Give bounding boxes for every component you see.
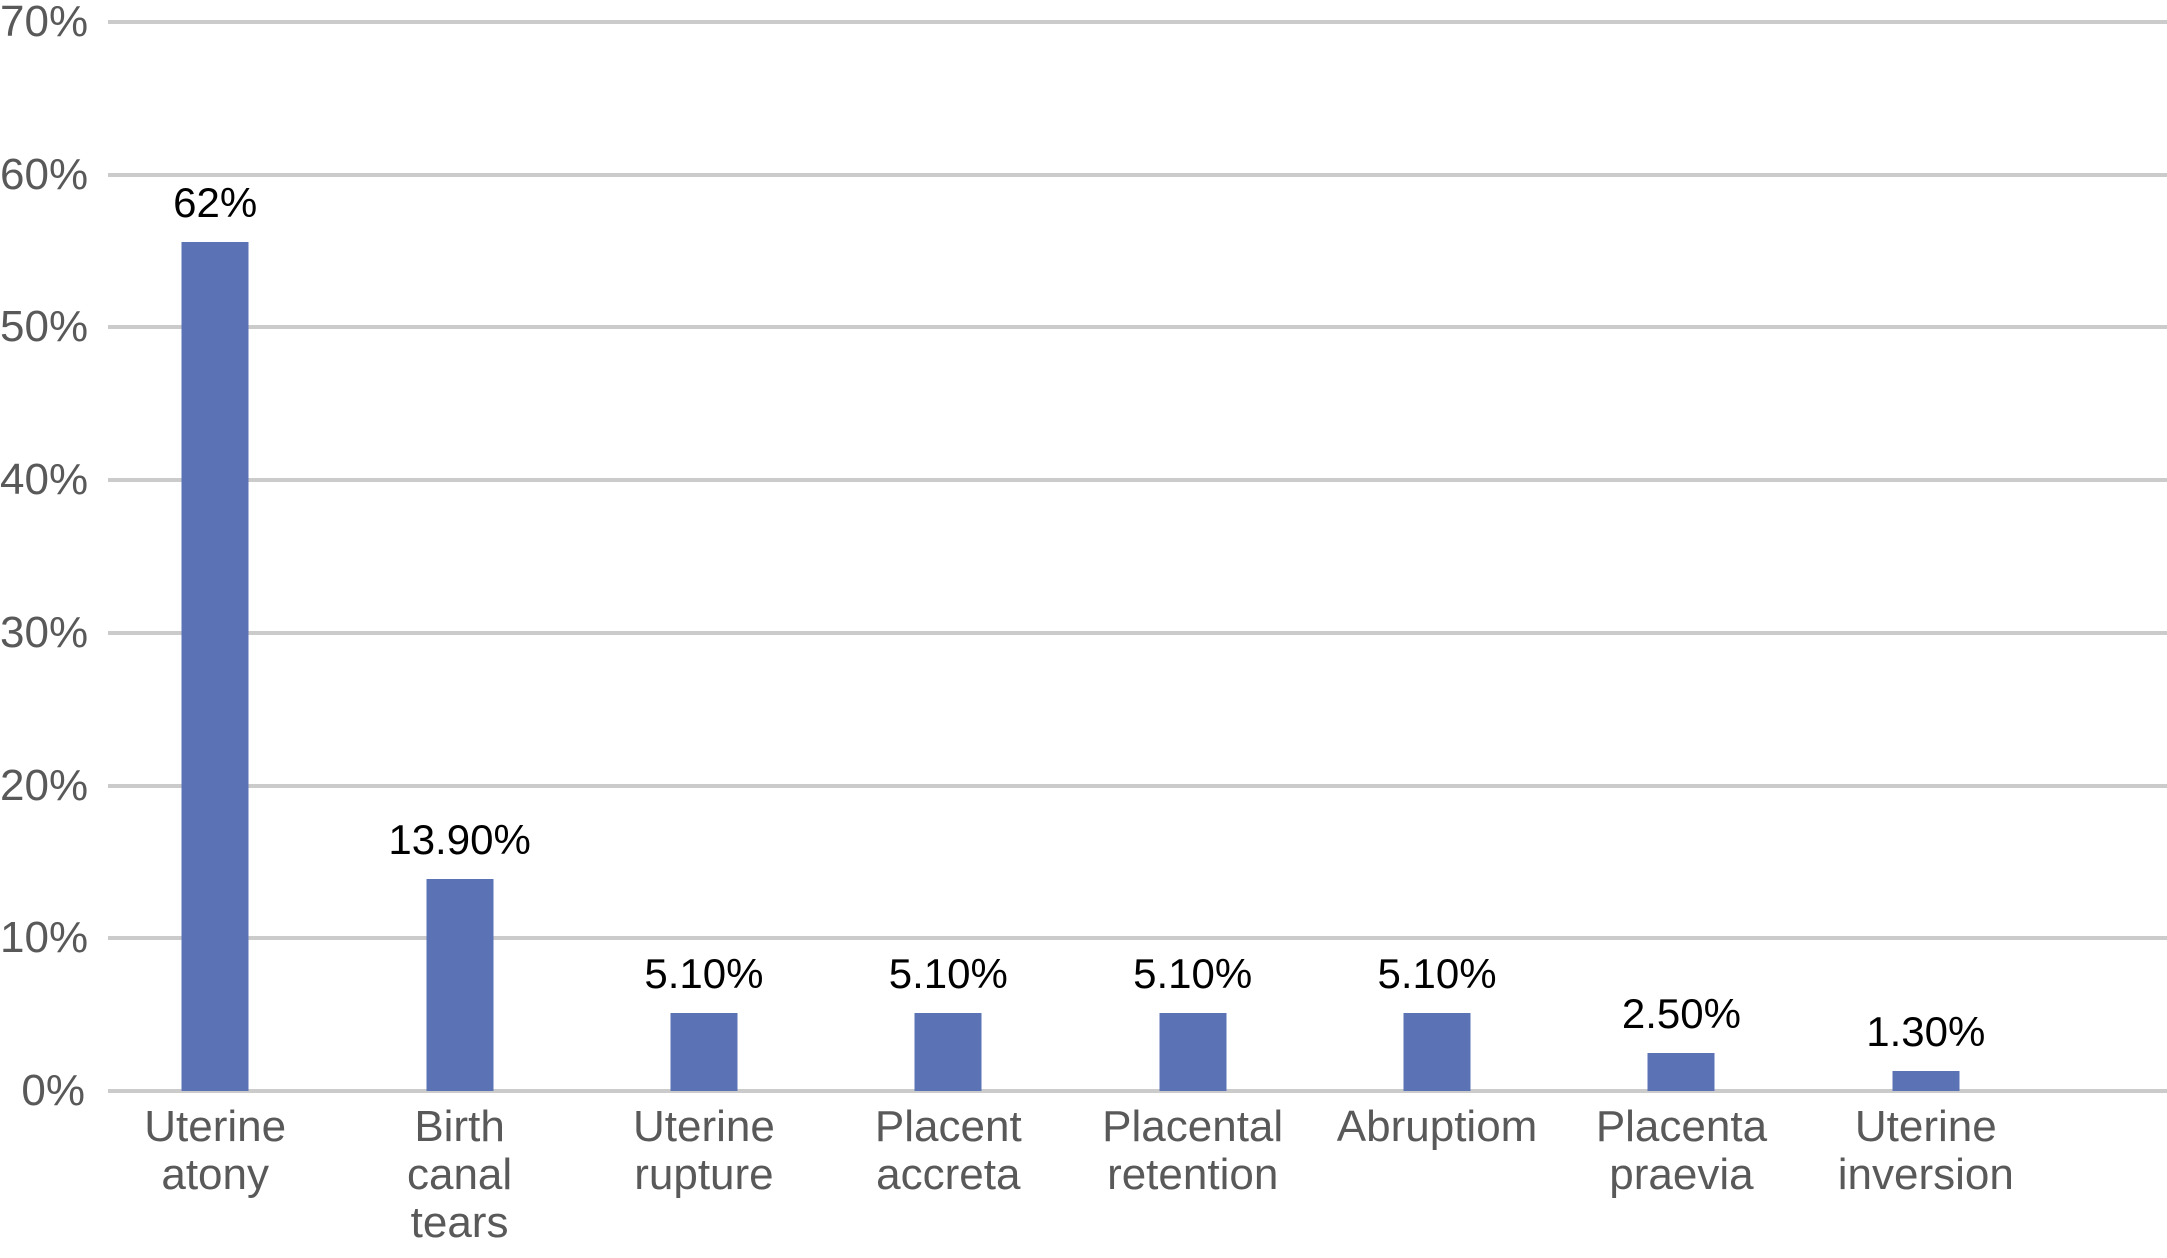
y-axis-tick-label: 0% [21,1066,85,1115]
bar-slot-placental-retention: 5.10% [1071,0,1315,1091]
y-axis-tick-label: 40% [0,455,89,505]
bar-slot-abruptiom: 5.10% [1315,0,1559,1091]
gridline-10pct [108,936,2167,941]
x-axis-label-placental-retention: Placental retention [1102,1102,1284,1199]
gridline-30pct [108,630,2167,635]
x-axis-label-uterine-rupture: Uterine rupture [633,1102,775,1199]
x-axis-label-placenta-praevia: Placenta praevia [1595,1102,1768,1199]
bar-slot-uterine-inversion: 1.30% [1804,0,2048,1091]
x-axis-label-abruptiom: Abruptiom [1336,1102,1538,1151]
data-label-placental-retention: 5.10% [1133,950,1253,998]
gridline-50pct [108,325,2167,330]
bar-slot-uterine-atony: 62% [93,0,337,1091]
bar-uterine-atony [181,241,249,1091]
data-label-uterine-atony: 62% [173,178,258,226]
data-label-uterine-inversion: 1.30% [1866,1008,1986,1056]
gridline-20pct [108,783,2167,788]
y-axis-tick-label: 20% [0,760,89,810]
y-axis-tick-label: 60% [0,149,89,199]
x-axis-label-uterine-inversion: Uterine inversion [1837,1102,2014,1199]
x-axis-label-birth-canal-tears: Birth canal tears [406,1102,513,1247]
bar-slot-placenta-praevia: 2.50% [1559,0,1803,1091]
data-label-birth-canal-tears: 13.90% [388,815,531,863]
bar-placental-retention [1159,1013,1227,1091]
bar-birth-canal-tears [426,878,494,1091]
y-axis-tick-label: 70% [0,0,89,46]
data-label-uterine-rupture: 5.10% [644,950,764,998]
gridline-40pct [108,478,2167,483]
bar-placent-accreta [914,1013,982,1091]
y-axis-tick-label: 10% [0,913,89,963]
y-axis-tick-label: 30% [0,607,89,657]
bar-uterine-inversion [1892,1071,1960,1091]
bar-placenta-praevia [1647,1052,1715,1091]
bar-slot-placent-accreta: 5.10% [826,0,1070,1091]
y-axis-tick-label: 50% [0,302,89,352]
data-label-placenta-praevia: 2.50% [1621,989,1741,1037]
x-axis-label-uterine-atony: Uterine atony [144,1102,287,1199]
gridline-60pct [108,172,2167,177]
x-axis-label-placent-accreta: Placent accreta [874,1102,1022,1199]
gridline-0pct [108,1089,2167,1093]
bar-abruptiom [1403,1013,1471,1091]
bar-slot-birth-canal-tears: 13.90% [337,0,581,1091]
bar-slot-uterine-rupture: 5.10% [582,0,826,1091]
data-label-placent-accreta: 5.10% [888,950,1008,998]
data-label-abruptiom: 5.10% [1377,950,1497,998]
bar-uterine-rupture [670,1013,738,1091]
gridline-70pct [108,20,2167,24]
